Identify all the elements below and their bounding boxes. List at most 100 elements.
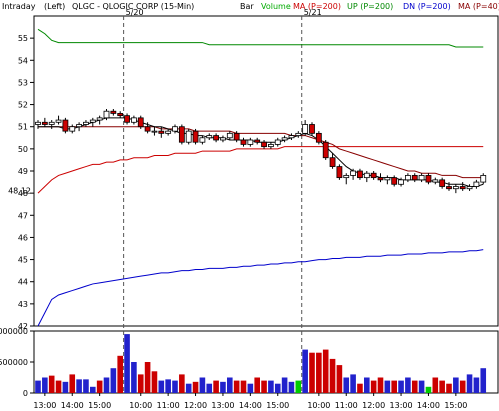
volume-bar	[254, 377, 260, 393]
volume-bar	[137, 374, 144, 393]
volume-bar	[370, 380, 377, 393]
interval-label: Intraday	[2, 2, 36, 11]
volume-bar	[62, 381, 69, 393]
volume-bar	[185, 383, 192, 393]
candle-body	[473, 181, 480, 187]
time-tick-label: 14:00	[417, 401, 440, 410]
candle-body	[62, 119, 69, 132]
candle-body	[322, 141, 329, 159]
volume-bar	[336, 365, 343, 393]
candle-body	[350, 170, 357, 176]
candle-body	[480, 175, 487, 183]
volume-bar	[247, 383, 254, 393]
volume-bar	[391, 380, 397, 393]
candle-body	[384, 177, 391, 181]
volume-bar	[459, 380, 466, 393]
volume-bar	[90, 386, 96, 393]
candle-body	[391, 177, 398, 185]
legend-item: UP (P=200)	[347, 2, 393, 11]
volume-bar	[179, 374, 185, 393]
price-tick-label: 52	[18, 101, 28, 110]
volume-bar	[322, 349, 329, 393]
volume-bar	[439, 380, 445, 393]
legend-item: MA (P=40)	[458, 2, 499, 11]
volume-bar	[151, 371, 158, 393]
volume-bar	[405, 377, 411, 393]
volume-bar	[357, 383, 363, 393]
volume-bar	[206, 383, 213, 393]
time-tick-label: 10:00	[307, 401, 330, 410]
candle-body	[124, 115, 130, 123]
lower-band-line	[37, 249, 484, 327]
candle-body	[89, 119, 96, 123]
price-tick-label: 42	[18, 322, 28, 331]
scale-label: (Left)	[44, 2, 65, 11]
candle-body	[357, 170, 363, 179]
volume-bar	[288, 381, 295, 393]
candle-body	[48, 121, 55, 125]
candle-body	[439, 179, 446, 187]
candle-body	[158, 130, 165, 134]
volume-bars	[35, 334, 487, 393]
candle-body	[69, 126, 76, 132]
candle-body	[206, 135, 213, 139]
volume-bar	[398, 380, 404, 393]
candle-body	[185, 130, 192, 143]
volume-bar	[213, 380, 219, 393]
candle-body	[254, 139, 261, 143]
volume-bar	[411, 380, 418, 393]
volume-bar	[432, 377, 439, 393]
indicator-lines	[37, 28, 484, 327]
style-label: Bar	[240, 2, 254, 11]
volume-bar	[350, 374, 356, 393]
candle-body	[452, 186, 459, 190]
volume-tick-label: 1000000	[0, 327, 28, 336]
candle-body	[83, 121, 89, 125]
volume-bar	[329, 358, 336, 393]
volume-bar	[96, 380, 103, 393]
candle-body	[178, 126, 185, 143]
volume-bar	[261, 380, 267, 393]
candle-body	[466, 186, 473, 190]
volume-bar	[35, 380, 41, 393]
price-tick-label: 43	[18, 300, 28, 309]
candle-body	[130, 117, 137, 123]
volume-bar	[425, 386, 432, 393]
candle-body	[103, 110, 110, 119]
volume-tick-label: 0	[23, 389, 28, 398]
time-tick-label: 11:00	[335, 401, 358, 410]
volume-bar	[158, 380, 165, 393]
volume-bar	[69, 374, 76, 393]
candle-body	[288, 135, 295, 139]
volume-bar	[110, 368, 117, 393]
candle-body	[220, 137, 226, 141]
legend-item: DN (P=200)	[403, 2, 451, 11]
volume-bar	[48, 375, 55, 393]
candle-body	[459, 186, 466, 190]
volume-bar	[227, 377, 233, 393]
price-tick-label: 50	[18, 145, 28, 154]
legend-item: MA (P=200)	[293, 2, 341, 11]
candle-body	[329, 157, 336, 167]
legend-item: Volume	[261, 2, 291, 11]
price-tick-label: 51	[18, 123, 28, 132]
ma-200-line	[37, 146, 484, 194]
candle-body	[76, 124, 82, 128]
time-tick-label: 13:00	[33, 401, 56, 410]
candle-body	[377, 177, 384, 181]
date-separators: 5/20 5/21	[123, 8, 322, 393]
candlesticks	[35, 109, 487, 194]
candle-body	[137, 117, 144, 128]
time-tick-label: 12:00	[184, 401, 207, 410]
candle-body	[315, 132, 322, 143]
volume-bar	[377, 377, 384, 393]
time-tick-label: 13:00	[390, 401, 413, 410]
volume-bar	[103, 377, 110, 393]
volume-bar	[76, 379, 82, 393]
price-tick-label: 48	[18, 189, 28, 198]
candle-body	[110, 110, 117, 114]
price-y-axis: 42 43 44 45 46 47 48 49 50 51 52 53 54 55 48.12	[8, 34, 34, 331]
candle-body	[151, 130, 158, 133]
last-price-label: 48.12	[8, 186, 31, 195]
